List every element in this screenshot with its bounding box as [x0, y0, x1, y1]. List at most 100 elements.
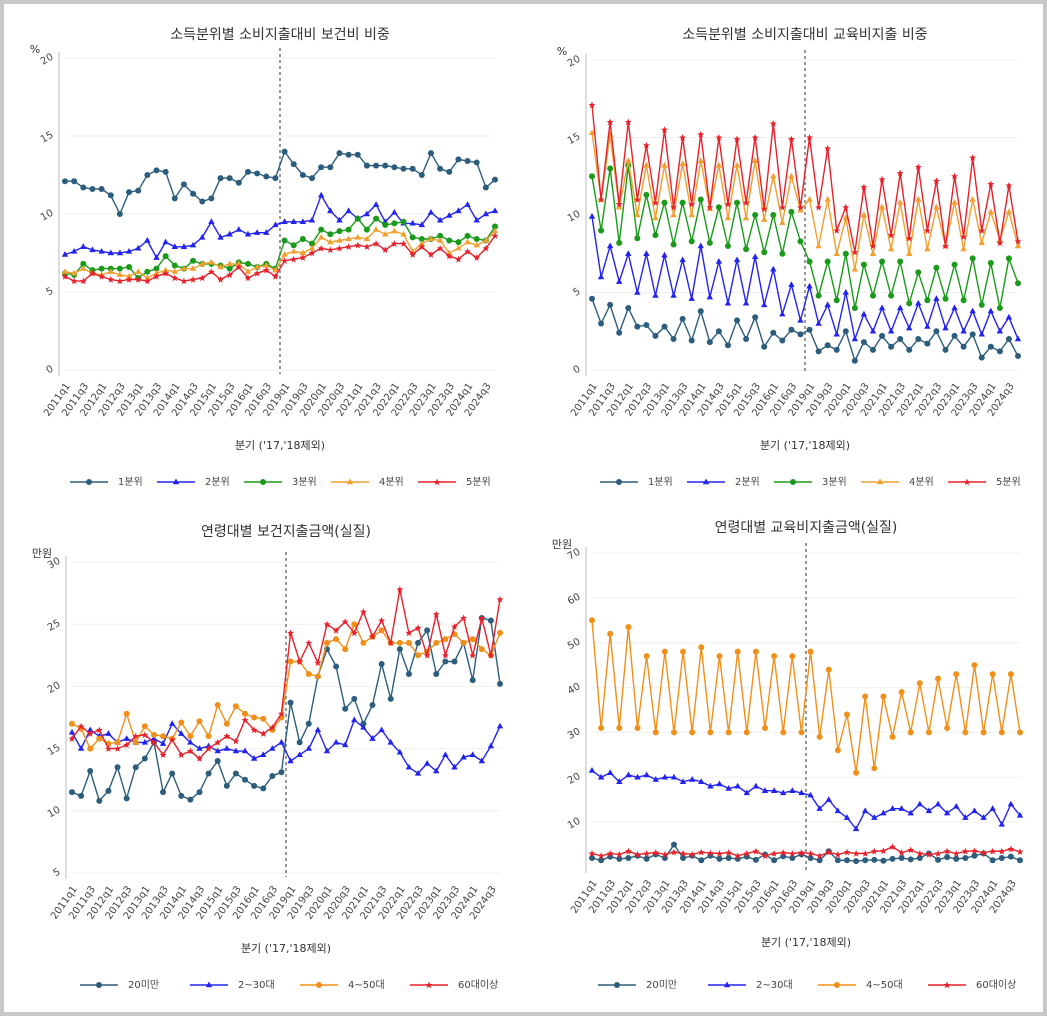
marker: [588, 101, 596, 109]
marker: [724, 243, 731, 249]
marker: [437, 165, 444, 172]
marker: [415, 652, 422, 659]
marker: [815, 348, 822, 355]
marker: [299, 249, 307, 256]
marker: [924, 245, 931, 252]
marker: [789, 855, 796, 862]
marker: [345, 235, 352, 242]
marker: [363, 162, 370, 169]
marker: [606, 850, 614, 857]
marker: [336, 244, 343, 252]
marker: [843, 814, 851, 820]
marker: [851, 305, 858, 311]
marker: [77, 722, 85, 730]
marker: [616, 329, 623, 336]
marker: [679, 850, 687, 857]
marker: [634, 235, 641, 242]
marker: [269, 772, 276, 779]
marker: [897, 336, 904, 342]
marker: [491, 232, 499, 240]
marker: [887, 245, 895, 252]
marker: [688, 850, 696, 858]
marker: [1014, 335, 1022, 342]
marker: [260, 479, 266, 485]
marker: [107, 268, 114, 274]
marker: [860, 261, 867, 268]
marker: [141, 731, 149, 739]
marker: [345, 151, 352, 158]
marker: [989, 857, 996, 864]
marker: [436, 244, 444, 252]
legend-label: 2~30대: [756, 979, 793, 991]
marker: [607, 630, 614, 637]
marker: [715, 161, 723, 168]
marker: [616, 778, 623, 784]
marker: [69, 720, 75, 727]
marker: [779, 310, 786, 317]
marker: [1015, 280, 1021, 287]
marker: [996, 327, 1004, 334]
marker: [171, 274, 179, 282]
marker: [70, 269, 78, 276]
marker: [860, 183, 868, 191]
marker: [969, 255, 976, 262]
marker: [281, 237, 288, 244]
marker: [688, 776, 696, 782]
marker: [951, 332, 958, 339]
marker: [588, 850, 596, 857]
marker: [789, 787, 796, 793]
marker: [1016, 811, 1024, 818]
marker: [405, 639, 412, 646]
marker: [625, 157, 632, 163]
marker: [898, 689, 905, 696]
marker: [716, 850, 723, 857]
y-unit: %: [557, 45, 567, 58]
marker: [272, 266, 279, 273]
marker: [771, 653, 778, 660]
marker: [378, 627, 385, 634]
marker: [132, 732, 140, 740]
marker: [242, 776, 249, 783]
marker: [770, 265, 777, 272]
marker: [642, 141, 650, 149]
marker: [414, 624, 422, 632]
marker: [446, 237, 453, 244]
marker: [905, 234, 913, 242]
marker: [878, 203, 886, 210]
marker: [697, 242, 704, 249]
marker: [61, 272, 69, 280]
marker: [1005, 182, 1013, 189]
marker: [798, 729, 805, 736]
marker: [162, 238, 169, 245]
marker: [879, 258, 886, 265]
legend-label: 2~30대: [238, 979, 275, 991]
marker: [953, 671, 960, 678]
marker: [806, 196, 813, 202]
marker: [861, 807, 869, 814]
marker: [89, 186, 96, 193]
marker: [815, 320, 822, 326]
marker: [1014, 237, 1022, 245]
marker: [815, 203, 822, 211]
marker: [316, 982, 322, 988]
marker: [833, 330, 840, 337]
marker: [670, 241, 677, 248]
marker: [879, 332, 886, 339]
legend-label: 1분위: [118, 475, 143, 488]
marker: [396, 748, 404, 755]
marker: [323, 639, 330, 646]
marker: [643, 653, 650, 660]
marker: [446, 212, 453, 218]
marker: [126, 264, 133, 271]
marker: [382, 230, 389, 237]
marker: [144, 274, 151, 281]
marker: [125, 276, 133, 283]
marker: [496, 595, 504, 603]
marker: [132, 764, 139, 771]
marker: [299, 254, 307, 261]
marker: [679, 134, 687, 141]
marker: [634, 323, 641, 330]
marker: [190, 257, 197, 264]
marker: [314, 659, 322, 666]
marker: [196, 789, 203, 796]
